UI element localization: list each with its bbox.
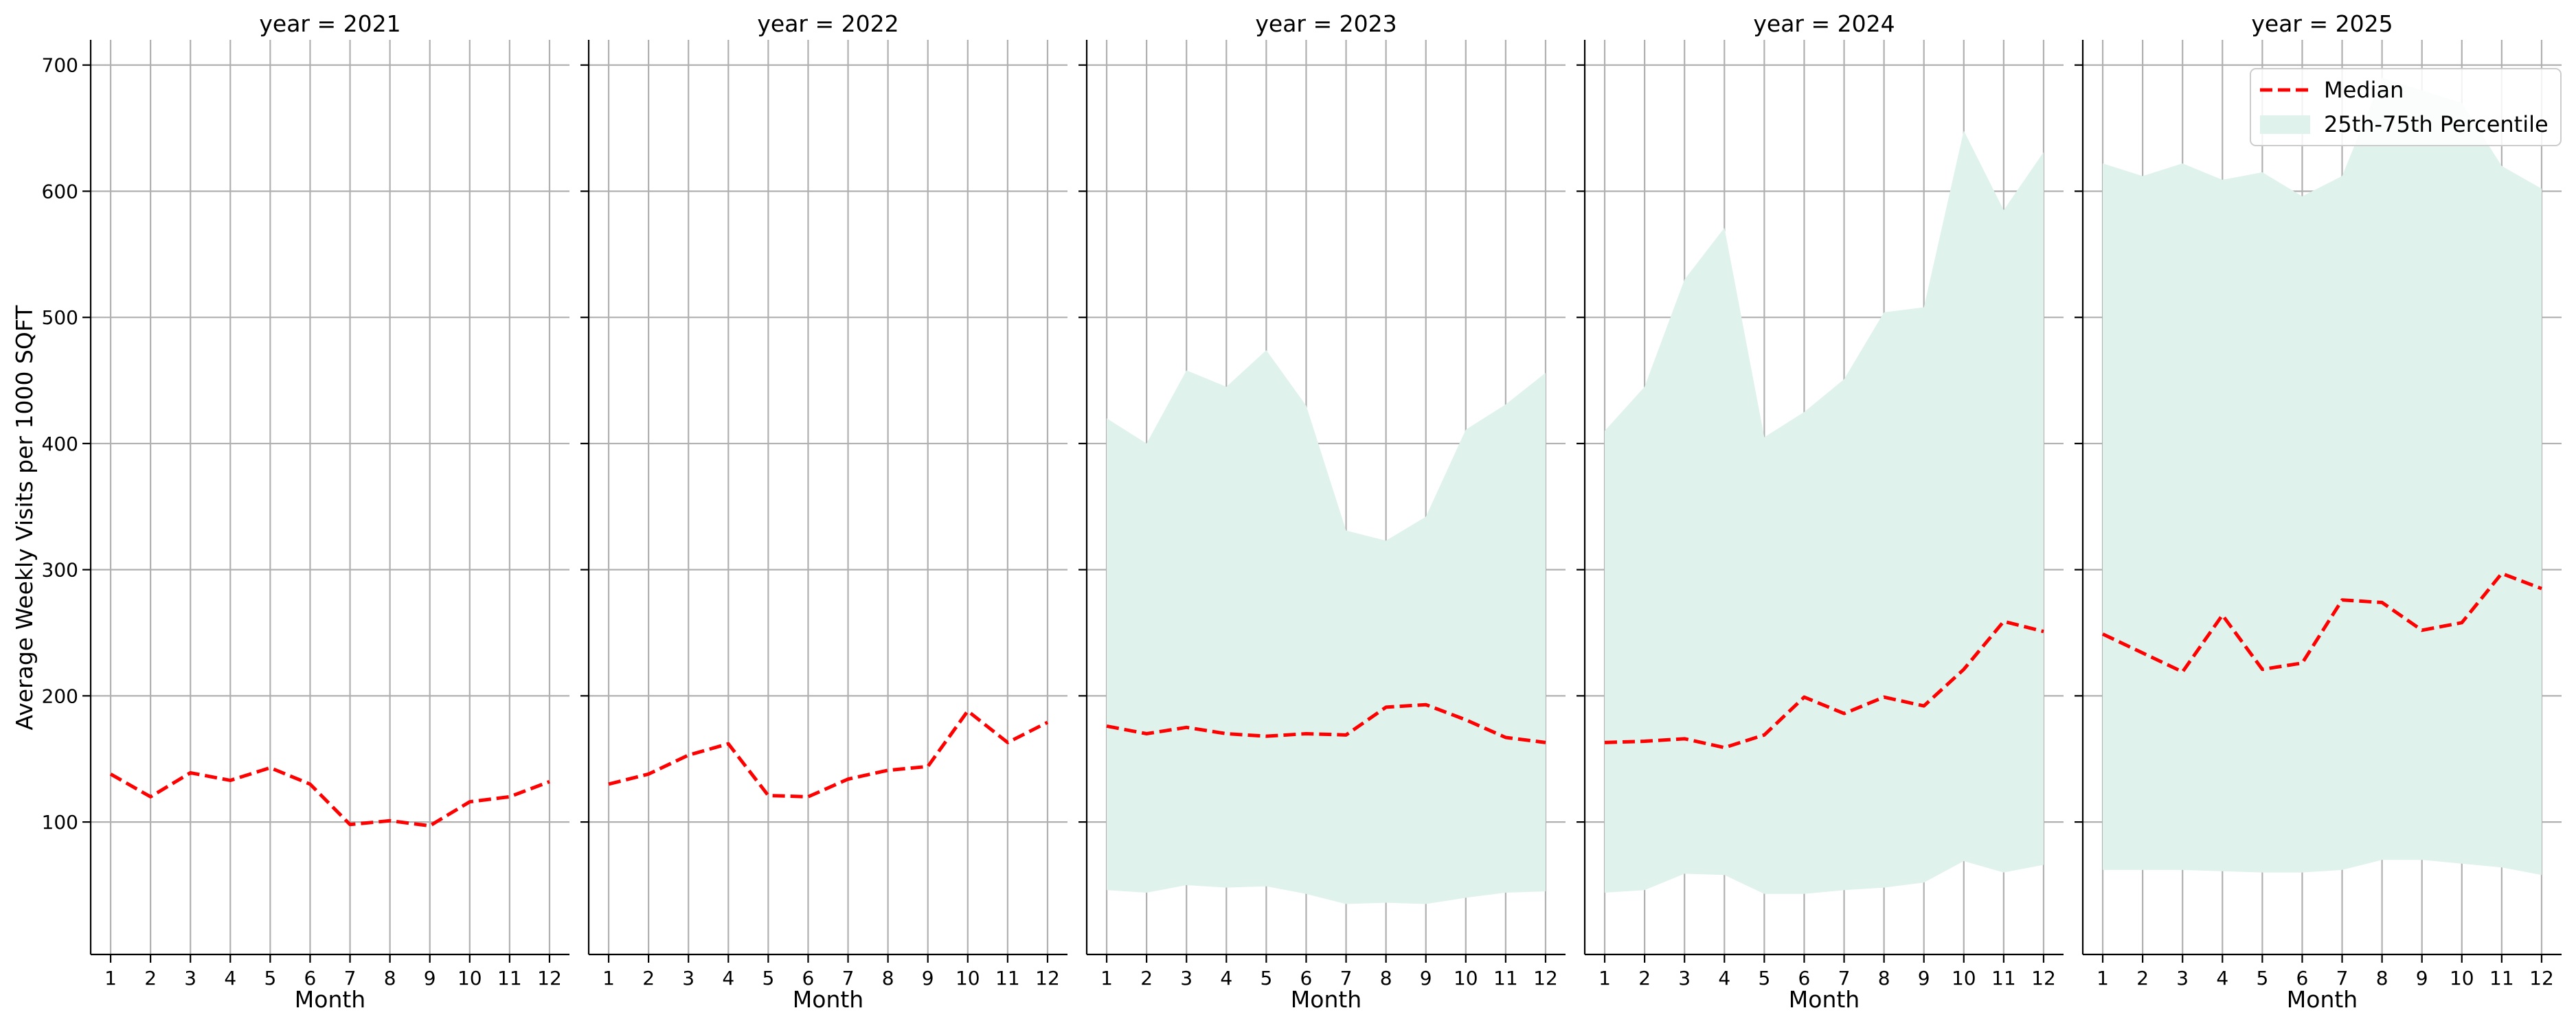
x-tick-label: 12: [537, 967, 562, 989]
x-axis-label: Month: [793, 986, 863, 1013]
x-tick-label: 7: [2336, 967, 2349, 989]
x-tick-label: 2: [642, 967, 655, 989]
x-tick-label: 4: [1718, 967, 1730, 989]
x-tick-label: 8: [1380, 967, 1392, 989]
x-tick-label: 9: [1918, 967, 1930, 989]
x-tick-label: 4: [722, 967, 734, 989]
legend-band-swatch: [2260, 115, 2310, 134]
x-tick-label: 5: [1260, 967, 1272, 989]
x-tick-label: 1: [1100, 967, 1113, 989]
x-tick-label: 11: [995, 967, 1020, 989]
x-tick-label: 10: [956, 967, 980, 989]
percentile-band: [2103, 78, 2542, 876]
x-tick-label: 2: [1638, 967, 1651, 989]
x-tick-label: 2: [1140, 967, 1153, 989]
x-tick-label: 9: [1420, 967, 1432, 989]
x-tick-label: 5: [2256, 967, 2268, 989]
x-axis-label: Month: [1291, 986, 1362, 1013]
x-tick-label: 10: [1952, 967, 1976, 989]
x-tick-label: 8: [384, 967, 396, 989]
x-tick-label: 12: [2529, 967, 2554, 989]
x-axis-label: Month: [295, 986, 365, 1013]
x-tick-label: 10: [1454, 967, 1478, 989]
x-tick-label: 8: [1878, 967, 1890, 989]
x-tick-label: 8: [882, 967, 894, 989]
y-tick-label: 500: [42, 306, 78, 329]
x-tick-label: 4: [1220, 967, 1232, 989]
legend-box: [2250, 68, 2562, 146]
x-axis-label: Month: [2287, 986, 2358, 1013]
legend-median-label: Median: [2324, 77, 2404, 103]
x-tick-label: 6: [2296, 967, 2309, 989]
x-tick-label: 7: [1340, 967, 1353, 989]
x-tick-label: 2: [144, 967, 157, 989]
panel-title: year = 2021: [259, 10, 400, 37]
x-tick-label: 9: [922, 967, 934, 989]
x-tick-label: 11: [497, 967, 522, 989]
x-tick-label: 1: [104, 967, 117, 989]
x-tick-label: 3: [2176, 967, 2189, 989]
x-tick-label: 5: [264, 967, 276, 989]
x-tick-label: 5: [762, 967, 774, 989]
x-tick-label: 7: [344, 967, 357, 989]
x-tick-label: 11: [1493, 967, 1518, 989]
x-tick-label: 7: [842, 967, 855, 989]
panel-title: year = 2022: [757, 10, 899, 37]
median-line: [1106, 702, 1546, 744]
x-tick-label: 1: [1598, 967, 1611, 989]
y-tick-label: 600: [42, 180, 78, 203]
panel-title: year = 2024: [1753, 10, 1895, 37]
x-tick-label: 1: [602, 967, 615, 989]
x-tick-label: 6: [1300, 967, 1313, 989]
x-tick-label: 3: [1180, 967, 1193, 989]
x-tick-label: 12: [2031, 967, 2056, 989]
x-tick-label: 8: [2376, 967, 2388, 989]
x-tick-label: 7: [1838, 967, 1851, 989]
x-tick-label: 3: [184, 967, 196, 989]
x-tick-label: 11: [1991, 967, 2016, 989]
y-tick-label: 700: [42, 54, 78, 77]
x-tick-label: 6: [304, 967, 317, 989]
x-axis-label: Month: [1789, 986, 1860, 1013]
panel-title: year = 2023: [1255, 10, 1397, 37]
x-tick-label: 1: [2097, 967, 2109, 989]
x-tick-label: 10: [457, 967, 482, 989]
percentile-band: [1605, 130, 2044, 894]
percentile-band: [1107, 350, 1546, 904]
median-line: [109, 766, 550, 828]
x-tick-label: 3: [682, 967, 694, 989]
x-tick-label: 4: [224, 967, 236, 989]
x-tick-label: 9: [424, 967, 436, 989]
median-line: [2101, 571, 2542, 674]
x-tick-label: 10: [2450, 967, 2474, 989]
median-line: [608, 709, 1049, 799]
y-tick-label: 100: [42, 811, 78, 834]
y-tick-label: 400: [42, 433, 78, 455]
x-tick-label: 6: [802, 967, 815, 989]
panel-title: year = 2025: [2251, 10, 2393, 37]
x-tick-label: 11: [2489, 967, 2514, 989]
x-tick-label: 9: [2416, 967, 2428, 989]
x-tick-label: 4: [2216, 967, 2228, 989]
x-tick-label: 6: [1798, 967, 1811, 989]
x-tick-label: 12: [1035, 967, 1060, 989]
y-tick-label: 300: [42, 559, 78, 582]
x-tick-label: 12: [1533, 967, 1558, 989]
x-tick-label: 2: [2136, 967, 2149, 989]
y-tick-label: 200: [42, 685, 78, 707]
median-line: [1604, 619, 2044, 750]
x-tick-label: 3: [1678, 967, 1691, 989]
legend-band-label: 25th-75th Percentile: [2324, 111, 2549, 137]
legend: Median 25th-75th Percentile: [2250, 68, 2562, 146]
x-tick-label: 5: [1758, 967, 1770, 989]
y-axis-label: Average Weekly Visits per 1000 SQFT: [11, 305, 38, 731]
